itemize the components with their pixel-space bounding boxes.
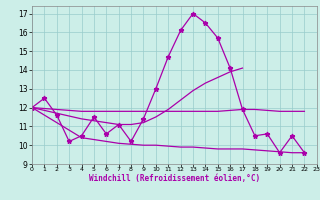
X-axis label: Windchill (Refroidissement éolien,°C): Windchill (Refroidissement éolien,°C) (89, 174, 260, 183)
